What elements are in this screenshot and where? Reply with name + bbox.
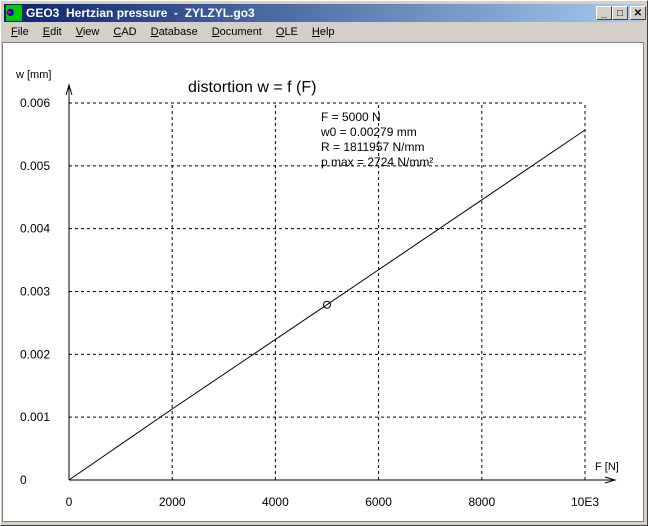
menu-document[interactable]: Document <box>211 26 262 38</box>
x-axis-arrow-icon <box>604 476 617 484</box>
menu-ole[interactable]: OLE <box>275 26 298 38</box>
y-tick-label: 0.004 <box>20 222 50 236</box>
title-bar[interactable]: GEO3 Hertzian pressure - ZYLZYL.go3 _ □ … <box>4 4 646 22</box>
menu-database[interactable]: Database <box>150 26 198 38</box>
chart-title: distortion w = f (F) <box>188 79 316 96</box>
series-line <box>68 129 586 481</box>
close-button[interactable]: ✕ <box>630 6 646 20</box>
x-tick-label: 2000 <box>159 495 186 509</box>
y-tick-label: 0.002 <box>20 347 50 361</box>
app-icon <box>6 5 22 21</box>
operating-point-marker <box>323 300 331 309</box>
menu-edit[interactable]: Edit <box>42 26 62 38</box>
x-tick-label: 8000 <box>468 495 495 509</box>
y-tick-label: 0.001 <box>20 410 50 424</box>
x-tick-label: 0 <box>66 495 73 509</box>
y-axis-label: w [mm] <box>15 69 51 81</box>
y-tick-label: 0.003 <box>20 285 50 299</box>
minimize-button[interactable]: _ <box>596 6 612 20</box>
annotation-text: F = 5000 N <box>321 110 381 124</box>
y-axis-arrow-icon <box>65 83 73 96</box>
x-tick-label: 4000 <box>262 495 289 509</box>
plot-area <box>2 42 644 522</box>
annotation-text: p max = 2724 N/mm² <box>321 155 433 169</box>
y-tick-label: 0.005 <box>20 159 50 173</box>
x-tick-label: 6000 <box>365 495 392 509</box>
y-tick-label: 0.006 <box>20 96 50 110</box>
annotation-text: R = 1811957 N/mm <box>321 140 425 154</box>
window-title: GEO3 Hertzian pressure - ZYLZYL.go3 <box>26 6 255 20</box>
maximize-button[interactable]: □ <box>612 6 628 20</box>
menu-cad[interactable]: CAD <box>113 26 137 38</box>
x-axis-label: F [N] <box>595 461 619 473</box>
menu-help[interactable]: Help <box>311 26 335 38</box>
annotation-text: w0 = 0.00279 mm <box>320 125 417 139</box>
menu-file[interactable]: File <box>11 26 29 38</box>
menu-view[interactable]: View <box>75 26 100 38</box>
y-tick-label: 0 <box>20 473 27 487</box>
menu-bar: File Edit View CAD Database Document OLE… <box>4 23 342 41</box>
x-tick-label: 10E3 <box>571 495 599 509</box>
